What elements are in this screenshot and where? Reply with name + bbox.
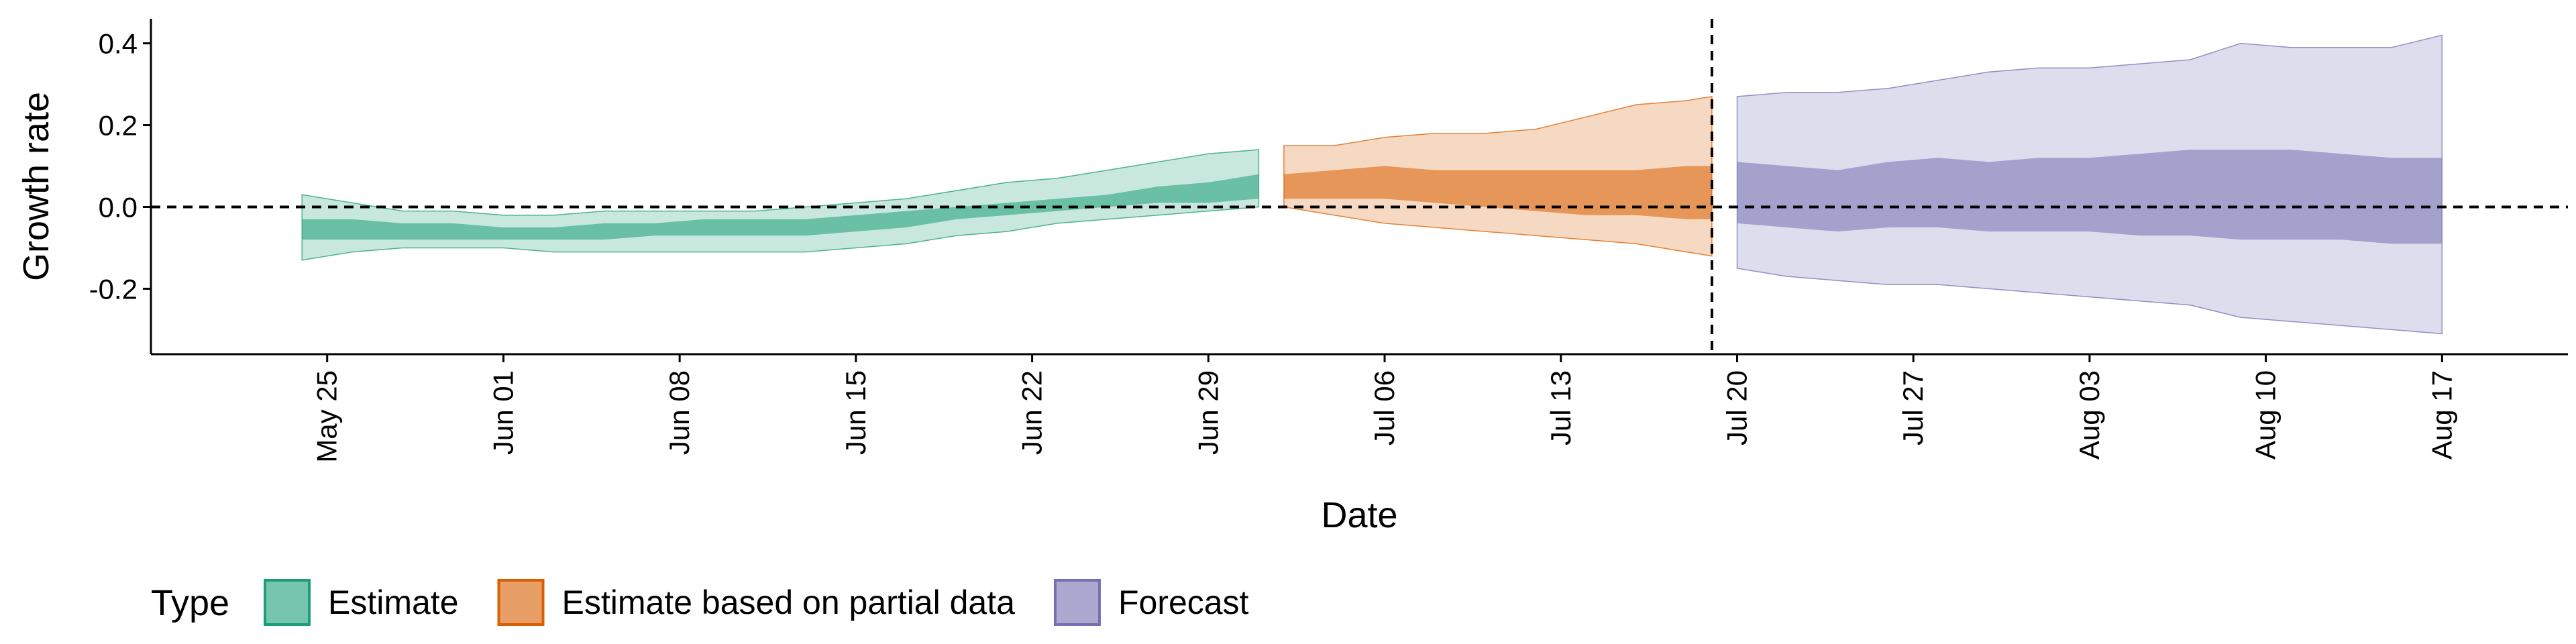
legend-label: Forecast bbox=[1118, 584, 1249, 621]
legend-swatch bbox=[1053, 579, 1101, 626]
legend-swatch bbox=[264, 579, 311, 626]
band-inner-forecast bbox=[1737, 150, 2443, 244]
band-layer bbox=[301, 34, 2443, 335]
x-tick-label: May 25 bbox=[311, 370, 343, 463]
x-tick-label: Jul 06 bbox=[1368, 370, 1400, 445]
legend-title: Type bbox=[151, 583, 229, 623]
x-tick-label: Jun 08 bbox=[663, 370, 695, 455]
y-tick-label: 0.2 bbox=[99, 110, 138, 142]
legend-label: Estimate based on partial data bbox=[562, 584, 1016, 621]
legend-label: Estimate bbox=[328, 584, 459, 621]
x-tick-label: Aug 17 bbox=[2426, 370, 2457, 460]
x-tick-label: Jul 20 bbox=[1721, 370, 1752, 445]
x-tick-label: Aug 03 bbox=[2074, 370, 2105, 460]
x-tick-label: Jun 01 bbox=[487, 370, 519, 455]
x-tick-label: Jul 13 bbox=[1545, 370, 1576, 445]
y-tick-label: -0.2 bbox=[89, 273, 138, 305]
x-tick-label: Jun 22 bbox=[1016, 370, 1048, 455]
y-tick-label: 0.0 bbox=[99, 191, 138, 223]
x-tick-label: Jul 27 bbox=[1897, 370, 1929, 445]
x-tick-label: Jun 29 bbox=[1192, 370, 1224, 455]
band-inner-estimate bbox=[302, 174, 1259, 240]
y-ticks: -0.2 0.0 0.2 0.4 bbox=[89, 28, 151, 305]
legend-swatch bbox=[497, 579, 545, 626]
y-axis-title: Growth rate bbox=[16, 92, 56, 281]
x-axis-title: Date bbox=[1321, 495, 1397, 535]
x-tick-label: Aug 10 bbox=[2250, 370, 2282, 460]
y-tick-label: 0.4 bbox=[99, 28, 138, 60]
legend: Type Estimate Estimate based on partial d… bbox=[151, 579, 1249, 626]
x-ticks: May 25 Jun 01 Jun 08 Jun 15 Jun 22 Jun 29 Jul … bbox=[311, 354, 2457, 463]
x-tick-label: Jun 15 bbox=[840, 370, 871, 455]
